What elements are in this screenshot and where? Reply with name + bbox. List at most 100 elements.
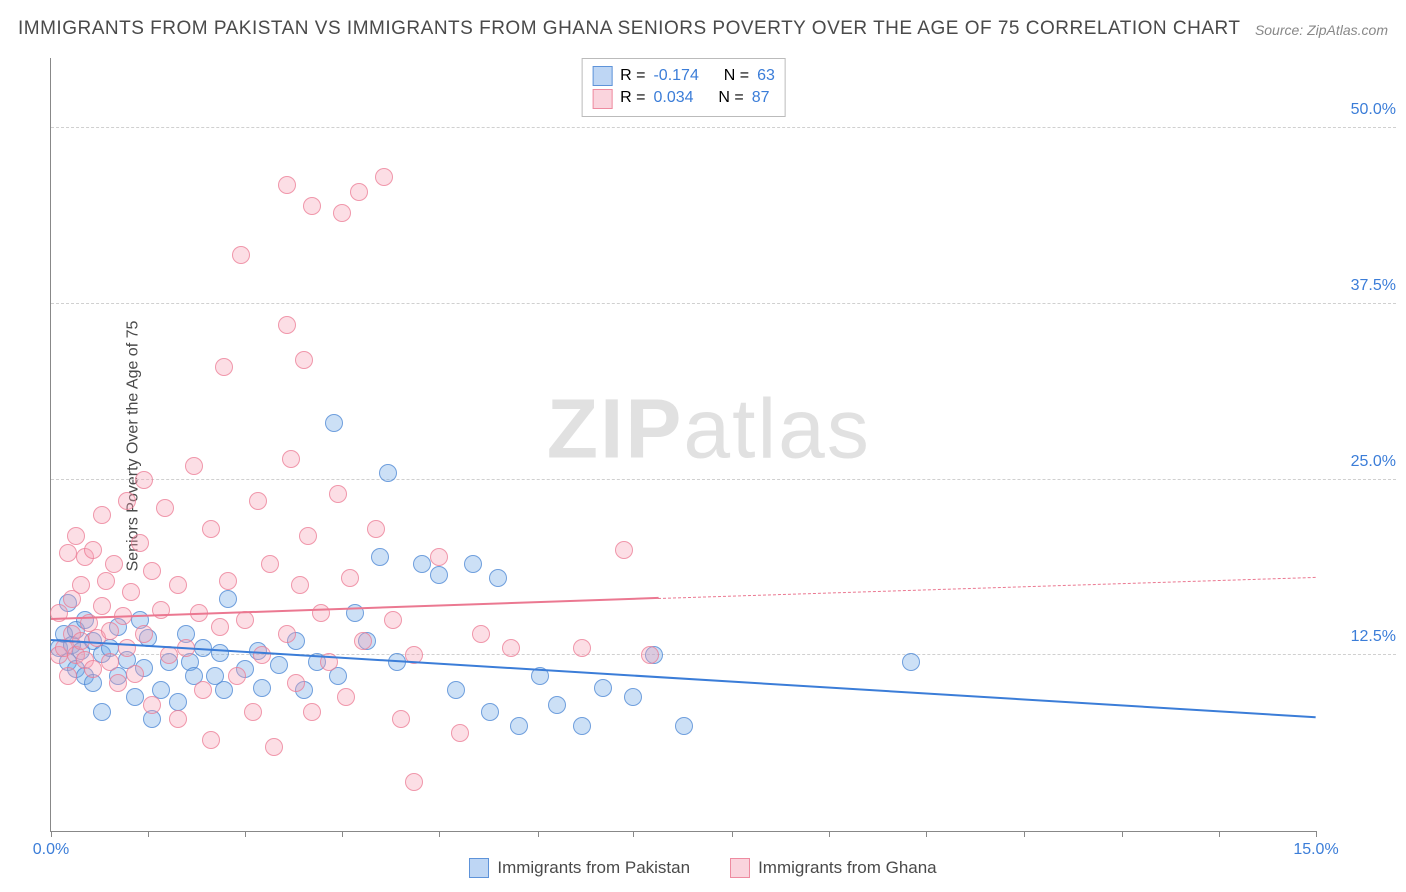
data-point [105, 555, 123, 573]
y-tick-label: 37.5% [1351, 277, 1396, 295]
correlation-legend: R = -0.174 N = 63 R = 0.034 N = 87 [581, 58, 786, 117]
x-tick [1024, 831, 1025, 837]
data-point [211, 644, 229, 662]
data-point [350, 183, 368, 201]
swatch-blue-icon [592, 66, 612, 86]
data-point [278, 176, 296, 194]
data-point [384, 611, 402, 629]
data-point [249, 492, 267, 510]
data-point [156, 499, 174, 517]
data-point [126, 688, 144, 706]
data-point [354, 632, 372, 650]
data-point [118, 639, 136, 657]
watermark-logo: ZIPatlas [547, 381, 871, 478]
x-tick [245, 831, 246, 837]
data-point [481, 703, 499, 721]
data-point [261, 555, 279, 573]
data-point [379, 464, 397, 482]
data-point [405, 773, 423, 791]
data-point [84, 541, 102, 559]
data-point [312, 604, 330, 622]
swatch-pink-icon [730, 858, 750, 878]
data-point [375, 168, 393, 186]
x-tick-label: 0.0% [33, 841, 69, 859]
x-tick [1122, 831, 1123, 837]
x-tick [51, 831, 52, 837]
data-point [329, 485, 347, 503]
data-point [594, 679, 612, 697]
data-point [109, 674, 127, 692]
x-tick [538, 831, 539, 837]
data-point [413, 555, 431, 573]
data-point [169, 693, 187, 711]
data-point [489, 569, 507, 587]
scatter-plot: ZIPatlas R = -0.174 N = 63 R = 0.034 N =… [50, 58, 1316, 832]
data-point [101, 653, 119, 671]
data-point [232, 246, 250, 264]
data-point [367, 520, 385, 538]
swatch-blue-icon [469, 858, 489, 878]
data-point [185, 457, 203, 475]
data-point [641, 646, 659, 664]
data-point [93, 597, 111, 615]
data-point [430, 566, 448, 584]
y-tick-label: 12.5% [1351, 628, 1396, 646]
data-point [59, 544, 77, 562]
data-point [573, 717, 591, 735]
data-point [303, 197, 321, 215]
data-point [244, 703, 262, 721]
gridline [51, 303, 1396, 304]
data-point [303, 703, 321, 721]
x-tick [633, 831, 634, 837]
data-point [253, 679, 271, 697]
data-point [219, 590, 237, 608]
data-point [510, 717, 528, 735]
data-point [282, 450, 300, 468]
legend-row-pakistan: R = -0.174 N = 63 [592, 65, 775, 87]
data-point [67, 527, 85, 545]
data-point [101, 622, 119, 640]
data-point [93, 703, 111, 721]
data-point [502, 639, 520, 657]
data-point [675, 717, 693, 735]
data-point [84, 660, 102, 678]
trend-line [658, 577, 1316, 599]
data-point [97, 572, 115, 590]
x-tick [342, 831, 343, 837]
data-point [451, 724, 469, 742]
data-point [287, 674, 305, 692]
data-point [169, 710, 187, 728]
x-tick [926, 831, 927, 837]
legend-item-pakistan: Immigrants from Pakistan [469, 858, 690, 878]
y-tick-label: 25.0% [1351, 453, 1396, 471]
data-point [253, 646, 271, 664]
data-point [160, 646, 178, 664]
data-point [278, 316, 296, 334]
data-point [265, 738, 283, 756]
legend-item-ghana: Immigrants from Ghana [730, 858, 937, 878]
data-point [152, 601, 170, 619]
series-legend: Immigrants from Pakistan Immigrants from… [0, 858, 1406, 878]
data-point [228, 667, 246, 685]
data-point [72, 576, 90, 594]
data-point [93, 506, 111, 524]
x-tick-label: 15.0% [1293, 841, 1338, 859]
x-tick [1316, 831, 1317, 837]
data-point [143, 562, 161, 580]
data-point [337, 688, 355, 706]
data-point [219, 572, 237, 590]
source-credit: Source: ZipAtlas.com [1255, 22, 1388, 38]
data-point [392, 710, 410, 728]
data-point [472, 625, 490, 643]
data-point [325, 414, 343, 432]
x-tick [439, 831, 440, 837]
data-point [126, 665, 144, 683]
data-point [624, 688, 642, 706]
data-point [333, 204, 351, 222]
data-point [211, 618, 229, 636]
data-point [135, 625, 153, 643]
data-point [270, 656, 288, 674]
data-point [291, 576, 309, 594]
data-point [278, 625, 296, 643]
data-point [194, 681, 212, 699]
